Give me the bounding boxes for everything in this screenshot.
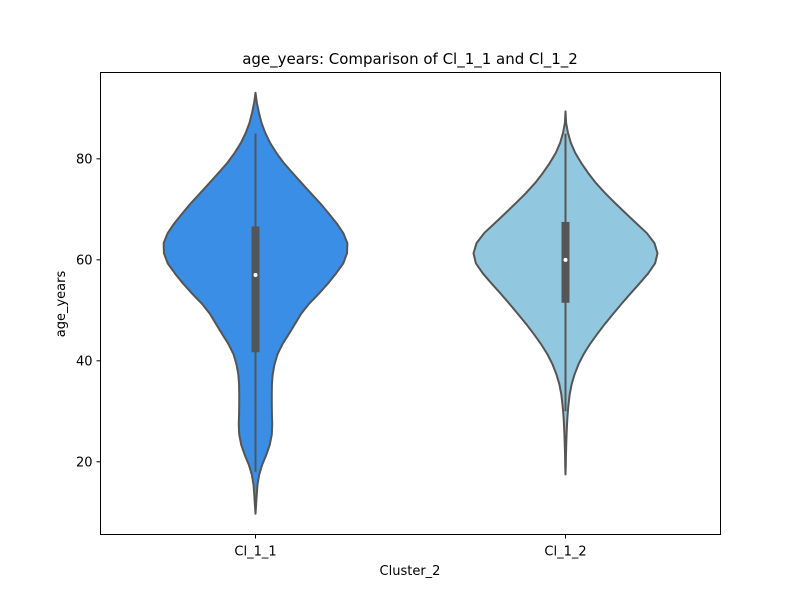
- x-axis-label: Cluster_2: [380, 564, 441, 579]
- y-tick-label: 80: [76, 152, 93, 167]
- median-marker-Cl_1_2: [563, 257, 568, 262]
- chart-title: age_years: Comparison of Cl_1_1 and Cl_1…: [242, 50, 578, 69]
- iqr-box-Cl_1_1: [251, 226, 260, 353]
- x-tick-label: Cl_1_1: [234, 545, 276, 560]
- y-axis: 20 40 60 80: [76, 152, 101, 470]
- iqr-box-Cl_1_2: [561, 221, 570, 303]
- plot-area: [162, 91, 659, 515]
- median-marker-Cl_1_1: [253, 272, 258, 277]
- plot-frame: [100, 72, 721, 535]
- x-axis: Cl_1_1 Cl_1_2: [234, 534, 587, 560]
- y-axis-label: age_years: [54, 271, 69, 338]
- y-tick-label: 60: [76, 253, 93, 268]
- x-tick-label: Cl_1_2: [544, 545, 586, 560]
- y-tick-label: 20: [76, 455, 93, 470]
- y-tick-label: 40: [76, 354, 93, 369]
